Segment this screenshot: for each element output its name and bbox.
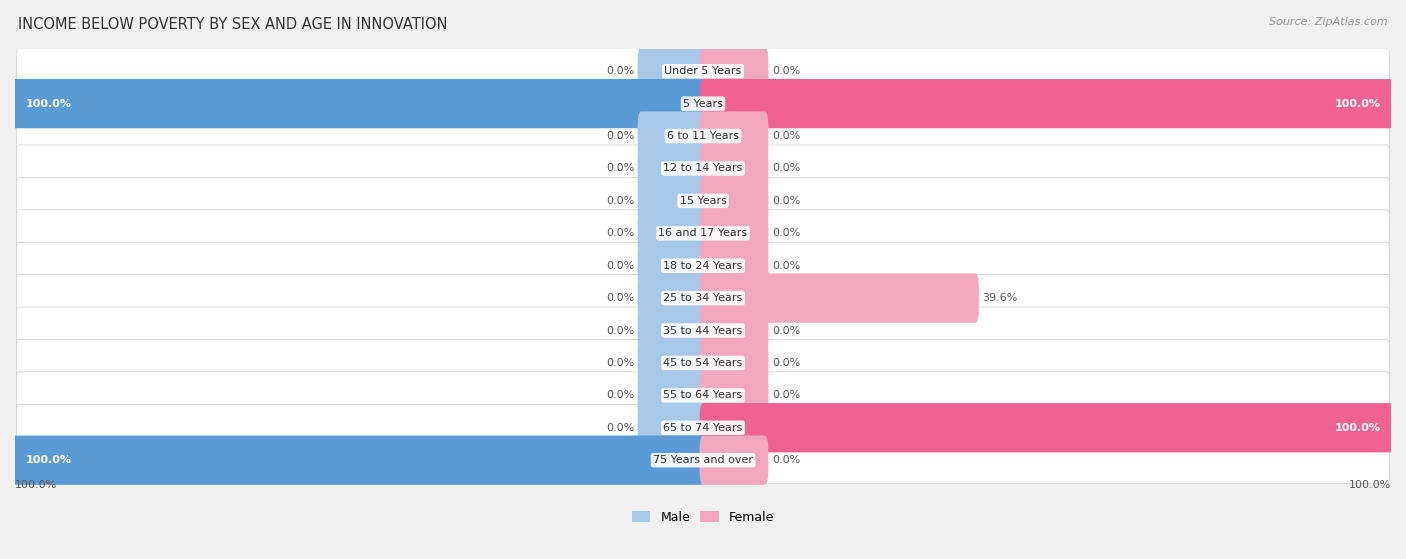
FancyBboxPatch shape bbox=[17, 437, 1389, 484]
FancyBboxPatch shape bbox=[17, 80, 1389, 127]
FancyBboxPatch shape bbox=[17, 177, 1389, 224]
Text: 100.0%: 100.0% bbox=[25, 455, 72, 465]
FancyBboxPatch shape bbox=[700, 111, 768, 160]
FancyBboxPatch shape bbox=[638, 371, 706, 420]
FancyBboxPatch shape bbox=[17, 339, 1389, 386]
Text: 0.0%: 0.0% bbox=[772, 163, 800, 173]
Text: 0.0%: 0.0% bbox=[772, 228, 800, 238]
FancyBboxPatch shape bbox=[638, 176, 706, 225]
FancyBboxPatch shape bbox=[700, 241, 768, 290]
Text: 0.0%: 0.0% bbox=[606, 260, 634, 271]
FancyBboxPatch shape bbox=[17, 112, 1389, 159]
Text: 75 Years and over: 75 Years and over bbox=[652, 455, 754, 465]
FancyBboxPatch shape bbox=[700, 209, 768, 258]
FancyBboxPatch shape bbox=[638, 241, 706, 290]
Text: 0.0%: 0.0% bbox=[772, 455, 800, 465]
Text: 100.0%: 100.0% bbox=[1334, 423, 1381, 433]
Text: 16 and 17 Years: 16 and 17 Years bbox=[658, 228, 748, 238]
FancyBboxPatch shape bbox=[17, 145, 1389, 192]
Text: 65 to 74 Years: 65 to 74 Years bbox=[664, 423, 742, 433]
FancyBboxPatch shape bbox=[700, 403, 1395, 452]
Text: 0.0%: 0.0% bbox=[606, 228, 634, 238]
Text: INCOME BELOW POVERTY BY SEX AND AGE IN INNOVATION: INCOME BELOW POVERTY BY SEX AND AGE IN I… bbox=[18, 17, 447, 32]
Text: 0.0%: 0.0% bbox=[772, 196, 800, 206]
FancyBboxPatch shape bbox=[638, 403, 706, 452]
Text: 0.0%: 0.0% bbox=[772, 325, 800, 335]
Text: 0.0%: 0.0% bbox=[606, 358, 634, 368]
Text: 0.0%: 0.0% bbox=[606, 196, 634, 206]
FancyBboxPatch shape bbox=[17, 307, 1389, 354]
Text: Source: ZipAtlas.com: Source: ZipAtlas.com bbox=[1270, 17, 1388, 27]
FancyBboxPatch shape bbox=[638, 209, 706, 258]
FancyBboxPatch shape bbox=[638, 111, 706, 160]
Text: 0.0%: 0.0% bbox=[772, 390, 800, 400]
Text: 0.0%: 0.0% bbox=[606, 163, 634, 173]
FancyBboxPatch shape bbox=[638, 144, 706, 193]
FancyBboxPatch shape bbox=[700, 338, 768, 387]
FancyBboxPatch shape bbox=[638, 46, 706, 96]
Text: 5 Years: 5 Years bbox=[683, 98, 723, 108]
Legend: Male, Female: Male, Female bbox=[627, 505, 779, 528]
Text: 55 to 64 Years: 55 to 64 Years bbox=[664, 390, 742, 400]
FancyBboxPatch shape bbox=[700, 435, 768, 485]
FancyBboxPatch shape bbox=[700, 176, 768, 225]
FancyBboxPatch shape bbox=[17, 372, 1389, 419]
FancyBboxPatch shape bbox=[17, 404, 1389, 451]
Text: 0.0%: 0.0% bbox=[606, 131, 634, 141]
Text: 0.0%: 0.0% bbox=[606, 423, 634, 433]
FancyBboxPatch shape bbox=[638, 273, 706, 323]
FancyBboxPatch shape bbox=[17, 210, 1389, 257]
FancyBboxPatch shape bbox=[638, 306, 706, 355]
Text: 35 to 44 Years: 35 to 44 Years bbox=[664, 325, 742, 335]
FancyBboxPatch shape bbox=[700, 144, 768, 193]
FancyBboxPatch shape bbox=[638, 338, 706, 387]
FancyBboxPatch shape bbox=[17, 242, 1389, 289]
Text: 0.0%: 0.0% bbox=[772, 358, 800, 368]
Text: 15 Years: 15 Years bbox=[679, 196, 727, 206]
FancyBboxPatch shape bbox=[17, 274, 1389, 321]
Text: 0.0%: 0.0% bbox=[606, 390, 634, 400]
Text: 12 to 14 Years: 12 to 14 Years bbox=[664, 163, 742, 173]
Text: 39.6%: 39.6% bbox=[983, 293, 1018, 303]
FancyBboxPatch shape bbox=[700, 306, 768, 355]
Text: 100.0%: 100.0% bbox=[1334, 98, 1381, 108]
FancyBboxPatch shape bbox=[700, 79, 1395, 128]
Text: 0.0%: 0.0% bbox=[606, 293, 634, 303]
Text: 45 to 54 Years: 45 to 54 Years bbox=[664, 358, 742, 368]
FancyBboxPatch shape bbox=[17, 48, 1389, 94]
Text: 18 to 24 Years: 18 to 24 Years bbox=[664, 260, 742, 271]
FancyBboxPatch shape bbox=[11, 435, 706, 485]
Text: Under 5 Years: Under 5 Years bbox=[665, 66, 741, 76]
Text: 0.0%: 0.0% bbox=[772, 260, 800, 271]
FancyBboxPatch shape bbox=[700, 273, 979, 323]
FancyBboxPatch shape bbox=[11, 79, 706, 128]
Text: 100.0%: 100.0% bbox=[1348, 480, 1391, 490]
Text: 100.0%: 100.0% bbox=[15, 480, 58, 490]
Text: 100.0%: 100.0% bbox=[25, 98, 72, 108]
Text: 0.0%: 0.0% bbox=[772, 66, 800, 76]
Text: 0.0%: 0.0% bbox=[606, 325, 634, 335]
FancyBboxPatch shape bbox=[700, 46, 768, 96]
Text: 25 to 34 Years: 25 to 34 Years bbox=[664, 293, 742, 303]
Text: 0.0%: 0.0% bbox=[606, 66, 634, 76]
Text: 0.0%: 0.0% bbox=[772, 131, 800, 141]
FancyBboxPatch shape bbox=[700, 371, 768, 420]
Text: 6 to 11 Years: 6 to 11 Years bbox=[666, 131, 740, 141]
